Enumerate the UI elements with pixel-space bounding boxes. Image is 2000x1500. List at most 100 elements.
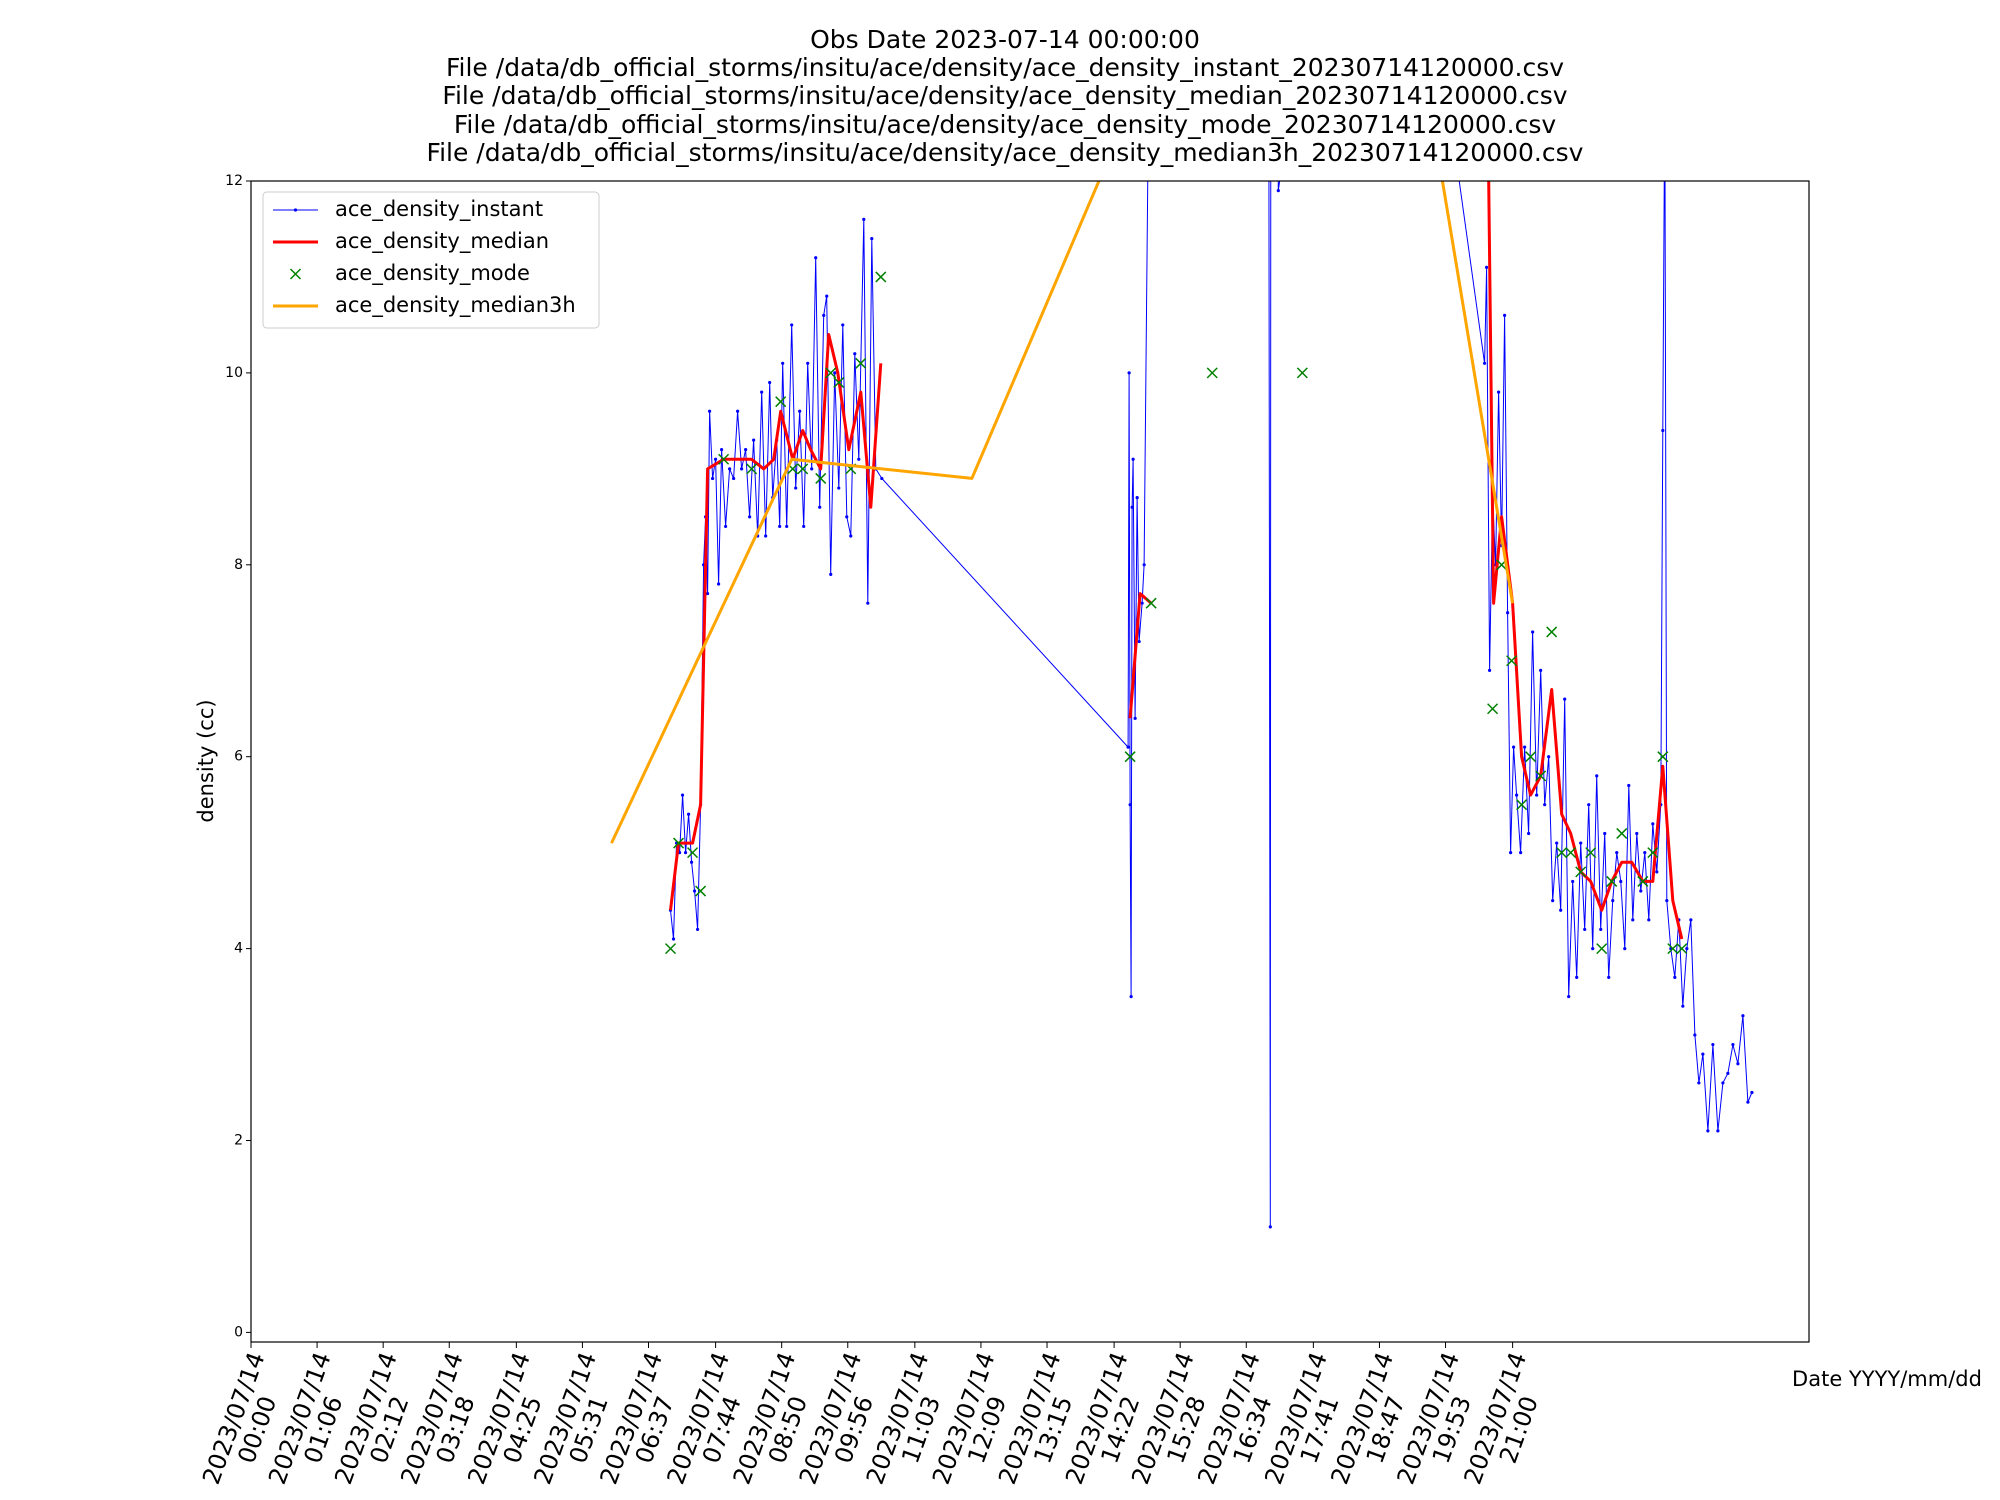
y-tick-label: 10 xyxy=(225,365,243,381)
data-point xyxy=(825,294,829,298)
data-point xyxy=(1689,918,1693,922)
data-point xyxy=(1579,841,1583,845)
data-point xyxy=(1661,428,1665,433)
data-point xyxy=(705,591,710,596)
data-point xyxy=(713,457,718,461)
data-point xyxy=(724,524,728,529)
data-point xyxy=(1575,975,1579,979)
data-point xyxy=(866,601,870,605)
data-point xyxy=(1539,668,1543,672)
data-point xyxy=(1746,1100,1750,1104)
data-point xyxy=(1563,697,1567,701)
data-point xyxy=(1665,899,1669,903)
marker-x xyxy=(695,885,707,897)
data-point xyxy=(1599,927,1603,932)
data-point xyxy=(1615,851,1619,855)
data-point xyxy=(833,371,837,375)
data-point xyxy=(781,361,785,365)
marker-x xyxy=(815,472,827,484)
data-point xyxy=(748,515,752,519)
legend-label: ace_density_median xyxy=(335,229,549,254)
marker-x xyxy=(1506,655,1518,667)
data-point xyxy=(1685,947,1689,951)
data-point xyxy=(717,582,721,586)
legend-label: ace_density_median3h xyxy=(335,293,576,318)
marker-x xyxy=(718,453,730,465)
data-point xyxy=(1137,639,1141,644)
legend-label: ace_density_mode xyxy=(335,261,530,286)
data-point xyxy=(1512,745,1516,749)
data-point xyxy=(1276,188,1280,193)
data-point xyxy=(1135,496,1139,500)
data-point xyxy=(1631,918,1635,922)
data-point xyxy=(1750,1090,1754,1095)
data-point xyxy=(1129,994,1133,999)
marker-x xyxy=(289,268,302,280)
legend: ace_density_instant ace_density_medianace… xyxy=(262,191,600,329)
data-point xyxy=(736,409,740,413)
marker-x xyxy=(1124,751,1136,763)
data-point xyxy=(1635,831,1639,836)
marker-x xyxy=(1585,847,1597,859)
x-axis-label: Date YYYY/mm/dd xyxy=(1792,1367,1982,1391)
data-point xyxy=(818,505,822,509)
chart-title: File /data/db_official_storms/insitu/ace… xyxy=(427,138,1584,167)
data-point xyxy=(732,476,736,481)
legend-label: ace_density_instant xyxy=(335,197,543,222)
data-point xyxy=(1547,755,1551,759)
marker-x xyxy=(1296,367,1308,379)
data-point xyxy=(1497,390,1501,394)
data-point xyxy=(1603,831,1607,836)
data-point xyxy=(1647,918,1651,922)
series-line xyxy=(669,181,1684,940)
chart-title: File /data/db_official_storms/insitu/ace… xyxy=(442,81,1567,110)
marker-x xyxy=(1667,943,1679,955)
data-point xyxy=(880,476,884,481)
data-point xyxy=(1551,899,1555,903)
data-point xyxy=(1721,1081,1725,1085)
marker-x xyxy=(1596,943,1608,955)
marker-x xyxy=(1535,770,1547,782)
data-point xyxy=(1655,870,1659,874)
marker-x xyxy=(1516,799,1528,811)
data-point xyxy=(752,438,756,442)
data-point xyxy=(1619,879,1623,884)
data-point xyxy=(760,390,764,394)
data-point xyxy=(802,524,806,529)
data-point xyxy=(853,352,857,356)
marker-x xyxy=(1676,943,1688,955)
data-point xyxy=(1607,975,1611,979)
data-point xyxy=(680,793,685,797)
y-tick-label: 4 xyxy=(234,941,243,957)
data-point xyxy=(806,361,810,365)
data-point xyxy=(862,217,866,221)
data-point xyxy=(1681,1004,1685,1008)
marker-x xyxy=(1647,847,1659,859)
data-point xyxy=(1583,927,1587,932)
data-point xyxy=(785,524,789,529)
data-point xyxy=(1523,745,1527,749)
y-tick-label: 12 xyxy=(225,173,243,189)
marker-x xyxy=(1556,847,1568,859)
data-point xyxy=(707,409,712,413)
chart-title: Obs Date 2023-07-14 00:00:00 xyxy=(810,25,1200,54)
data-point xyxy=(1693,1033,1697,1037)
data-point xyxy=(1595,774,1599,778)
marker-x xyxy=(1145,597,1157,609)
data-point xyxy=(1623,947,1627,951)
data-point xyxy=(1127,371,1131,375)
y-tick-label: 6 xyxy=(234,749,243,765)
data-point xyxy=(1559,908,1563,912)
data-point xyxy=(870,236,874,241)
data-point xyxy=(1482,361,1487,365)
data-point xyxy=(814,256,818,260)
data-point xyxy=(1591,947,1595,951)
data-point xyxy=(671,937,676,941)
marker-x xyxy=(797,463,809,475)
data-point xyxy=(1736,1062,1740,1066)
data-point xyxy=(1133,716,1137,720)
marker-x xyxy=(1525,751,1537,763)
marker-x xyxy=(825,367,837,379)
data-point xyxy=(810,467,814,471)
